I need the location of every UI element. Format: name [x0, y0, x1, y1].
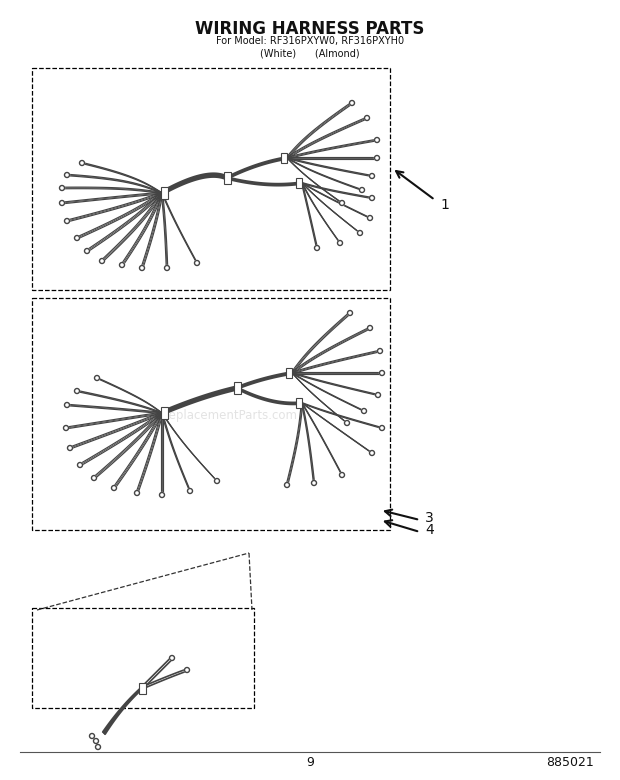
Circle shape: [347, 310, 353, 315]
Circle shape: [185, 668, 190, 672]
Circle shape: [94, 739, 99, 743]
Text: (White)      (Almond): (White) (Almond): [260, 48, 360, 58]
Circle shape: [370, 196, 374, 200]
Circle shape: [285, 483, 290, 488]
Circle shape: [195, 261, 200, 265]
Circle shape: [370, 451, 374, 456]
Text: 9: 9: [306, 756, 314, 768]
Circle shape: [376, 392, 381, 398]
Circle shape: [92, 476, 97, 480]
Text: 885021: 885021: [546, 756, 594, 768]
Text: ReplacementParts.com: ReplacementParts.com: [162, 409, 298, 421]
Bar: [161, 407, 167, 419]
Circle shape: [112, 485, 117, 491]
Circle shape: [368, 325, 373, 331]
Circle shape: [64, 218, 69, 224]
Bar: [161, 187, 167, 199]
Circle shape: [74, 388, 79, 393]
Circle shape: [74, 236, 79, 240]
Circle shape: [99, 258, 105, 264]
Text: 4: 4: [425, 523, 434, 537]
Circle shape: [340, 200, 345, 205]
Circle shape: [68, 445, 73, 451]
Circle shape: [311, 480, 316, 485]
Circle shape: [350, 101, 355, 105]
Circle shape: [164, 265, 169, 271]
Circle shape: [60, 186, 64, 190]
Text: WIRING HARNESS PARTS: WIRING HARNESS PARTS: [195, 20, 425, 38]
Circle shape: [63, 426, 68, 431]
Circle shape: [94, 375, 99, 381]
Circle shape: [358, 231, 363, 236]
Circle shape: [345, 420, 350, 426]
Circle shape: [215, 478, 219, 484]
Bar: [296, 398, 302, 408]
Bar: [234, 382, 241, 394]
Circle shape: [361, 409, 366, 413]
Circle shape: [64, 402, 69, 407]
Circle shape: [379, 426, 384, 431]
Circle shape: [140, 265, 144, 271]
Circle shape: [187, 488, 192, 494]
Circle shape: [337, 240, 342, 246]
Circle shape: [365, 115, 370, 120]
Bar: [32, 298, 390, 530]
Circle shape: [64, 172, 69, 178]
Circle shape: [370, 173, 374, 179]
Circle shape: [340, 473, 345, 477]
Bar: [286, 368, 292, 378]
Circle shape: [374, 137, 379, 143]
Circle shape: [360, 187, 365, 193]
Circle shape: [159, 492, 164, 498]
Circle shape: [79, 161, 84, 165]
Circle shape: [368, 215, 373, 221]
Bar: [32, 608, 254, 708]
Text: 3: 3: [425, 511, 434, 525]
Text: 1: 1: [440, 198, 449, 212]
Circle shape: [84, 249, 89, 254]
Circle shape: [378, 349, 383, 353]
Text: For Model: RF316PXYW0, RF316PXYH0: For Model: RF316PXYW0, RF316PXYH0: [216, 36, 404, 46]
Circle shape: [89, 733, 94, 739]
Bar: [223, 172, 231, 184]
Circle shape: [374, 155, 379, 161]
Circle shape: [379, 370, 384, 375]
Circle shape: [169, 655, 174, 661]
Circle shape: [95, 744, 100, 750]
Circle shape: [78, 463, 82, 467]
Circle shape: [120, 263, 125, 268]
Bar: [281, 153, 287, 163]
Bar: [138, 682, 146, 693]
Bar: [32, 68, 390, 290]
Circle shape: [60, 200, 64, 205]
Circle shape: [314, 246, 319, 250]
Bar: [296, 178, 302, 188]
Circle shape: [135, 491, 140, 495]
